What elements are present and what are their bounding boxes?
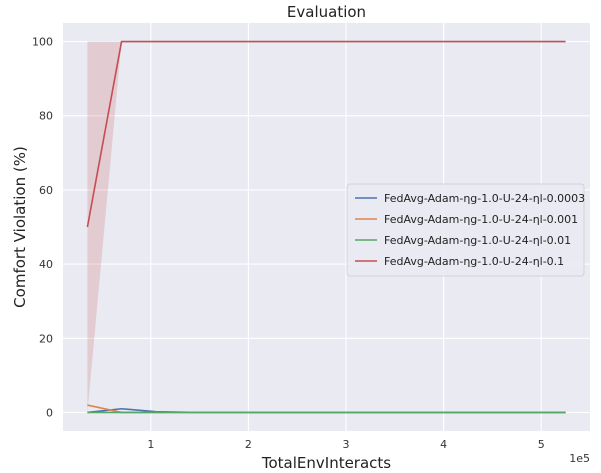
legend-label: FedAvg-Adam-ηg-1.0-U-24-ηl-0.1 xyxy=(384,255,564,268)
y-tick-label: 40 xyxy=(39,258,53,271)
legend-box xyxy=(346,183,585,277)
legend-label: FedAvg-Adam-ηg-1.0-U-24-ηl-0.01 xyxy=(384,234,571,247)
chart-title: Evaluation xyxy=(287,3,366,21)
x-tick-label: 5 xyxy=(538,438,545,451)
y-tick-label: 80 xyxy=(39,110,53,123)
x-tick-label: 2 xyxy=(245,438,252,451)
x-tick-label: 4 xyxy=(440,438,447,451)
x-tick-label: 1 xyxy=(147,438,154,451)
series-line xyxy=(86,40,566,228)
y-tick-labels: 0 20 40 60 80 100 xyxy=(32,36,53,420)
confidence-bands xyxy=(87,41,122,413)
legend: FedAvg-Adam-ηg-1.0-U-24-ηl-0.0003 FedAvg-… xyxy=(346,183,585,277)
y-tick-label: 60 xyxy=(39,184,53,197)
legend-label: FedAvg-Adam-ηg-1.0-U-24-ηl-0.0003 xyxy=(384,192,585,205)
y-tick-label: 20 xyxy=(39,332,53,345)
x-tick-label: 3 xyxy=(343,438,350,451)
y-axis-label: Comfort Violation (%) xyxy=(11,146,29,308)
x-axis-offset-label: 1e5 xyxy=(569,452,590,465)
y-tick-label: 0 xyxy=(46,406,53,419)
y-tick-label: 100 xyxy=(32,36,53,49)
confidence-band xyxy=(87,41,122,413)
legend-label: FedAvg-Adam-ηg-1.0-U-24-ηl-0.001 xyxy=(384,213,578,226)
x-axis-label: TotalEnvInteracts xyxy=(261,454,391,472)
x-tick-labels: 1 2 3 4 5 xyxy=(147,438,544,451)
series-lines xyxy=(86,40,566,414)
